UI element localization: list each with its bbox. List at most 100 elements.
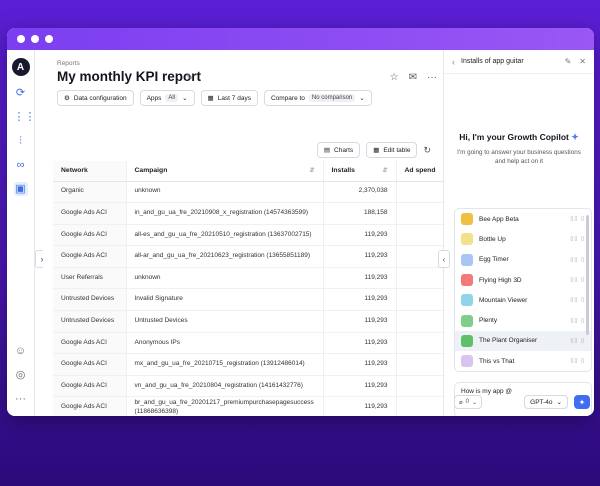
send-icon: ✦ [578,397,586,407]
ad-spend-cell: 1 [396,224,443,247]
edit-table-button[interactable]: ▦ Edit table [366,142,418,158]
window-dot-1[interactable] [17,35,25,43]
campaign-cell: all-ar_and_gu_ua_fre_20210623_registrati… [126,245,324,268]
app-icon [461,233,473,246]
app-name: The Plant Organiser [479,337,538,345]
network-cell: Untrusted Devices [53,288,127,312]
table-row[interactable]: Google Ads ACI all-ar_and_gu_ua_fre_20210… [53,245,443,268]
app-icon [461,253,473,266]
platform-icons: ▯▯ ▯ [570,337,585,344]
date-range-filter[interactable]: ▦ Last 7 days [200,90,258,106]
app-list-items: Bee App Beta ▯▯ ▯ Bottle Up ▯▯ ▯ Egg Timer ▯▯… [455,209,591,371]
breadcrumb[interactable]: Reports [57,60,80,67]
compare-value: No comparison [308,94,356,102]
window-dot-2[interactable] [31,35,39,43]
app-name: Flying High 3D [479,276,522,284]
installs-cell: 119,293 [323,353,397,376]
data-configuration-button[interactable]: ⚙ Data configuration [57,90,134,106]
app-name: Egg Timer [479,256,509,264]
app-list-item[interactable]: Bee App Beta ▯▯ ▯ [455,209,591,229]
header-actions: ☆ ✉ ··· [390,72,437,83]
app-list-item[interactable]: This vs That ▯▯ ▯ [455,351,591,371]
filter-bar: ⚙ Data configuration Apps All ⌄ ▦ Last 7… [57,90,372,106]
star-icon[interactable]: ☆ [389,72,399,83]
refresh-icon[interactable]: ⟳ [15,87,26,99]
apps-filter[interactable]: Apps All ⌄ [139,90,195,106]
app-list-item[interactable]: Flying High 3D ▯▯ ▯ [455,270,591,290]
campaign-cell: Anonymous IPs [126,332,324,355]
more-icon[interactable]: ··· [427,72,437,83]
app-name: Plenty [479,317,498,325]
column-header-ad-spend[interactable]: Ad spend [396,161,443,182]
user-icon[interactable]: ☺ [14,345,27,357]
window-dot-3[interactable] [45,35,53,43]
send-button[interactable]: ✦ [574,395,590,409]
new-chat-icon[interactable]: ✎ [564,57,572,66]
back-arrow-icon[interactable]: ‹ [452,56,455,67]
globe-icon[interactable]: ◎ [15,369,26,381]
report-table-wrapper[interactable]: Network Campaign ⇵ Installs ⇵ Ad spend Org… [53,161,443,416]
installs-cell: 119,293 [323,396,397,416]
mail-icon[interactable]: ✉ [408,72,417,83]
table-row[interactable]: Google Ads ACI vn_and_gu_ua_fre_20210804_… [53,375,443,398]
table-row[interactable]: Google Ads ACI mx_and_gu_ua_fre_20210715_… [53,353,443,376]
app-list-item[interactable]: Plenty ▯▯ ▯ [455,310,591,330]
column-header-installs[interactable]: Installs ⇵ [323,161,397,182]
column-header-network[interactable]: Network [53,161,127,182]
nav-rail: A ⟳ ⋮⋮ ⫶ ∞ ▣ ☺ ◎ ··· [7,50,36,416]
campaign-cell: all-es_and_gu_ua_fre_20210510_registrati… [126,224,324,247]
campaign-cell: in_and_gu_ua_fre_20210908_x_registration… [126,202,324,225]
refresh-icon[interactable]: ↻ [423,144,431,155]
table-row[interactable]: Google Ads ACI in_and_gu_ua_fre_20210908_… [53,202,443,225]
app-list-item[interactable]: The Plant Organiser ▯▯ ▯ [455,330,591,352]
dashboard-icon[interactable]: ▣ [13,182,28,196]
table-row[interactable]: Untrusted Devices Untrusted Devices 119,29… [53,310,443,333]
attach-count: 0 [465,399,469,405]
platform-icons: ▯▯ ▯ [570,256,585,263]
copilot-header: ‹ Installs of app guitar ✎ ✕ [444,50,594,74]
sort-icon[interactable]: ⇵ [309,168,315,175]
ad-spend-cell: 1 [396,202,443,225]
edit-pencil-icon[interactable]: ✎ [186,72,194,82]
waveform-icon[interactable]: ⋮⋮ [13,111,36,123]
platform-icons: ▯▯ ▯ [570,216,585,223]
table-row[interactable]: Google Ads ACI br_and_gu_ua_fre_20201217_… [53,396,443,416]
sort-icon[interactable]: ⇵ [382,168,388,175]
ad-spend-cell: 1 [396,181,443,204]
brand-logo[interactable]: A [11,58,30,76]
installs-cell: 119,293 [323,224,397,247]
platform-icons: ▯▯ ▯ [570,297,585,304]
chevron-left-icon[interactable]: ‹ [438,250,450,268]
network-cell: Untrusted Devices [53,310,127,333]
chevron-down-icon: ⌄ [471,399,477,406]
app-list-item[interactable]: Egg Timer ▯▯ ▯ [455,250,591,270]
more-icon[interactable]: ··· [15,393,26,405]
table-row[interactable]: Google Ads ACI all-es_and_gu_ua_fre_20210… [53,224,443,247]
installs-cell: 119,293 [323,267,397,290]
sliders-icon[interactable]: ⫶ [19,135,22,147]
network-cell: Organic [53,181,127,204]
charts-button[interactable]: ▤ Charts [316,142,361,158]
model-select[interactable]: GPT-4o ⌄ [524,395,568,409]
app-list-scrollbar[interactable] [586,215,589,335]
compare-filter[interactable]: Compare to No comparison ⌄ [263,90,372,106]
platform-icons: ▯▯ ▯ [570,358,585,365]
ad-spend-cell: 1 [396,375,443,398]
app-icon [461,294,473,307]
app-list-item[interactable]: Bottle Up ▯▯ ▯ [455,229,591,249]
ad-spend-cell: 1 [396,288,443,312]
installs-cell: 119,293 [323,332,397,355]
attach-button[interactable]: ⌀ 0 ⌄ [454,395,482,409]
calendar-icon: ▦ [207,95,214,102]
window-titlebar [7,28,594,50]
installs-cell: 119,293 [323,375,397,398]
column-header-campaign[interactable]: Campaign ⇵ [126,161,324,182]
link-icon[interactable]: ∞ [16,159,25,171]
table-row[interactable]: Untrusted Devices Invalid Signature 119,29… [53,288,443,312]
app-list-item[interactable]: Mountain Viewer ▯▯ ▯ [455,290,591,310]
copilot-panel: ‹ ‹ Installs of app guitar ✎ ✕ Hi, I'm y… [438,50,594,416]
close-icon[interactable]: ✕ [579,57,586,66]
